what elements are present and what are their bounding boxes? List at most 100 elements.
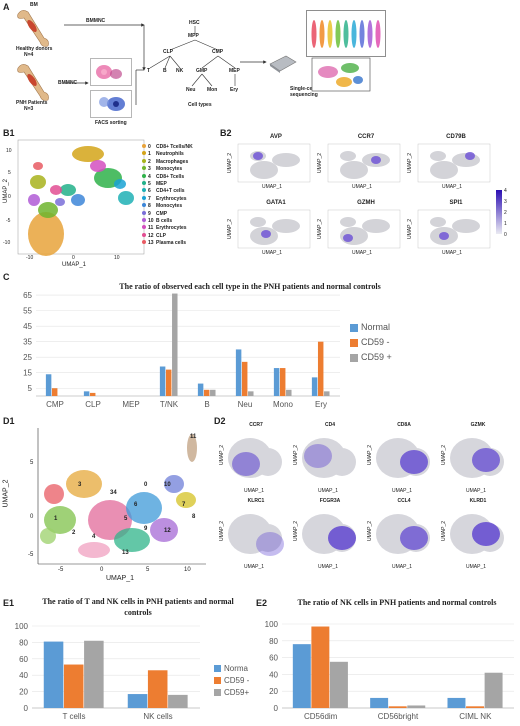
y-tick-label: 80 bbox=[269, 637, 278, 646]
tree-t: T bbox=[147, 68, 151, 74]
expression-hotspot bbox=[261, 230, 271, 238]
bar-CMP-Normal bbox=[45, 374, 52, 396]
legend-dot bbox=[142, 181, 146, 185]
bar-NK cells-CD59 - bbox=[147, 670, 168, 708]
legend-id: 1 bbox=[148, 151, 151, 158]
feature-plot-svg bbox=[327, 209, 401, 249]
y-tick-label: 35 bbox=[23, 338, 32, 347]
b1-legend-item: 7 Erythrocytes bbox=[142, 195, 187, 203]
feature-ylabel: UMAP_2 bbox=[407, 218, 414, 240]
cell-cloud bbox=[430, 161, 458, 179]
legend-dot bbox=[142, 173, 146, 178]
feature-plot-svg bbox=[450, 514, 504, 554]
b1-legend-item: 11 Erythrocytes bbox=[142, 225, 187, 232]
y-tick-label: 60 bbox=[19, 655, 28, 664]
y-tick-label: 55 bbox=[23, 307, 32, 316]
gene-name: FCGR3A bbox=[319, 498, 341, 504]
d1-ylabel: UMAP_2 bbox=[2, 479, 10, 508]
umap-d1-cluster bbox=[114, 528, 150, 552]
legend-id: 0 bbox=[148, 144, 151, 150]
panel-a-arrows bbox=[64, 23, 267, 105]
y-tick-label: 100 bbox=[265, 620, 279, 629]
panel-label-c: C bbox=[3, 272, 10, 282]
y-tick-label: 80 bbox=[19, 638, 28, 647]
legend-item: Normal bbox=[350, 322, 390, 332]
bar-Ery-CD59 + bbox=[324, 391, 330, 396]
y-tick-label: 40 bbox=[269, 670, 278, 679]
feature-plot-svg bbox=[376, 438, 430, 478]
tree-mpp: MPP bbox=[188, 33, 199, 39]
legend-name: Macrophages bbox=[156, 158, 189, 165]
bar-B-CD59 + bbox=[210, 389, 216, 396]
umap-cluster-0 bbox=[28, 212, 64, 256]
umap-cluster-2 bbox=[30, 175, 46, 189]
bar-CLP-Normal bbox=[83, 391, 90, 396]
cell-cloud bbox=[250, 217, 266, 227]
d1-ytick-0: 5 bbox=[30, 460, 34, 466]
feature-xlabel: UMAP_1 bbox=[352, 184, 373, 190]
umap-cluster-9 bbox=[55, 198, 65, 206]
chart-e2: 100 80 60 40 20 0 CD56dim CD56bright CIML NK bbox=[265, 620, 514, 721]
category-label: B bbox=[204, 400, 209, 409]
expression-hotspot bbox=[472, 522, 500, 546]
legend-name: Monocytes bbox=[156, 166, 183, 173]
expression-hotspot bbox=[439, 232, 449, 240]
category-label: Ery bbox=[315, 400, 327, 409]
umap-cluster-6 bbox=[118, 191, 134, 205]
d1-xtick-0: -5 bbox=[58, 567, 64, 573]
gene-name: SPI1 bbox=[449, 200, 463, 206]
cluster-label: 10 bbox=[164, 482, 171, 488]
expression-hotspot bbox=[400, 526, 428, 550]
legend-dot bbox=[142, 240, 146, 245]
legend-name: Neutrophils bbox=[156, 151, 184, 158]
bone-icon-pnh bbox=[17, 64, 49, 101]
b2-scale-1: 1 bbox=[504, 221, 507, 227]
umap-cluster-5 bbox=[60, 184, 76, 196]
bar-CD56dim-Normal bbox=[292, 644, 311, 708]
legend-dot bbox=[142, 166, 146, 171]
category-label: NK cells bbox=[143, 712, 172, 721]
violin-shape bbox=[335, 20, 341, 48]
legend-label: Normal bbox=[361, 322, 391, 332]
legend-label: CD59 - bbox=[361, 337, 390, 347]
legend-id: 13 bbox=[148, 240, 154, 247]
umap-cluster-7 bbox=[114, 179, 126, 189]
bar-CLP-CD59 - bbox=[89, 392, 96, 396]
bar-T cells-Norma bbox=[43, 641, 64, 708]
y-tick-label: 5 bbox=[28, 384, 33, 393]
legend-id: 10 bbox=[148, 218, 154, 224]
feature-ylabel: UMAP_2 bbox=[219, 444, 226, 466]
umap-d1-cluster bbox=[44, 484, 64, 504]
bar-CIML NK-CD59 - bbox=[466, 706, 485, 708]
cell-cloud bbox=[430, 151, 446, 161]
umap-cluster-10 bbox=[28, 194, 40, 206]
feature-xlabel: UMAP_1 bbox=[318, 488, 339, 494]
feature-ylabel: UMAP_2 bbox=[293, 444, 300, 466]
bar-CD56dim-CD59 + bbox=[329, 661, 348, 708]
bar-Ery-Normal bbox=[311, 377, 318, 396]
facs-plot-top bbox=[90, 58, 132, 86]
bar-T/NK-CD59 - bbox=[165, 369, 172, 396]
expression-hotspot bbox=[465, 152, 475, 160]
bmmnc-top-label: BMMNC bbox=[86, 18, 106, 24]
feature-ylabel: UMAP_2 bbox=[317, 152, 324, 174]
cell-cloud bbox=[362, 219, 390, 233]
b2-feature-plot: CD79B UMAP_1 UMAP_2 bbox=[407, 134, 504, 196]
legend-swatch bbox=[350, 353, 358, 362]
legend-label: Norma bbox=[224, 664, 249, 673]
gene-name: AVP bbox=[270, 134, 282, 140]
b2-feature-plot: AVP UMAP_1 UMAP_2 bbox=[227, 134, 324, 196]
bar-Mono-CD59 - bbox=[279, 368, 286, 396]
legend-swatch bbox=[214, 689, 221, 697]
panel-label-a: A bbox=[3, 2, 10, 12]
y-tick-label: 20 bbox=[19, 688, 28, 697]
cluster-label: 11 bbox=[190, 434, 197, 440]
feature-xlabel: UMAP_1 bbox=[352, 250, 373, 256]
d2-feature-plot: CCR7 UMAP_1 UMAP_2 bbox=[219, 422, 292, 496]
legend-dot bbox=[142, 218, 146, 222]
expression-hotspot bbox=[328, 526, 356, 550]
healthy-n-label: N=4 bbox=[24, 52, 34, 58]
umap-d1-cluster bbox=[187, 434, 197, 462]
cluster-label: 7 bbox=[182, 502, 186, 508]
legend-id: 5 bbox=[148, 181, 151, 187]
